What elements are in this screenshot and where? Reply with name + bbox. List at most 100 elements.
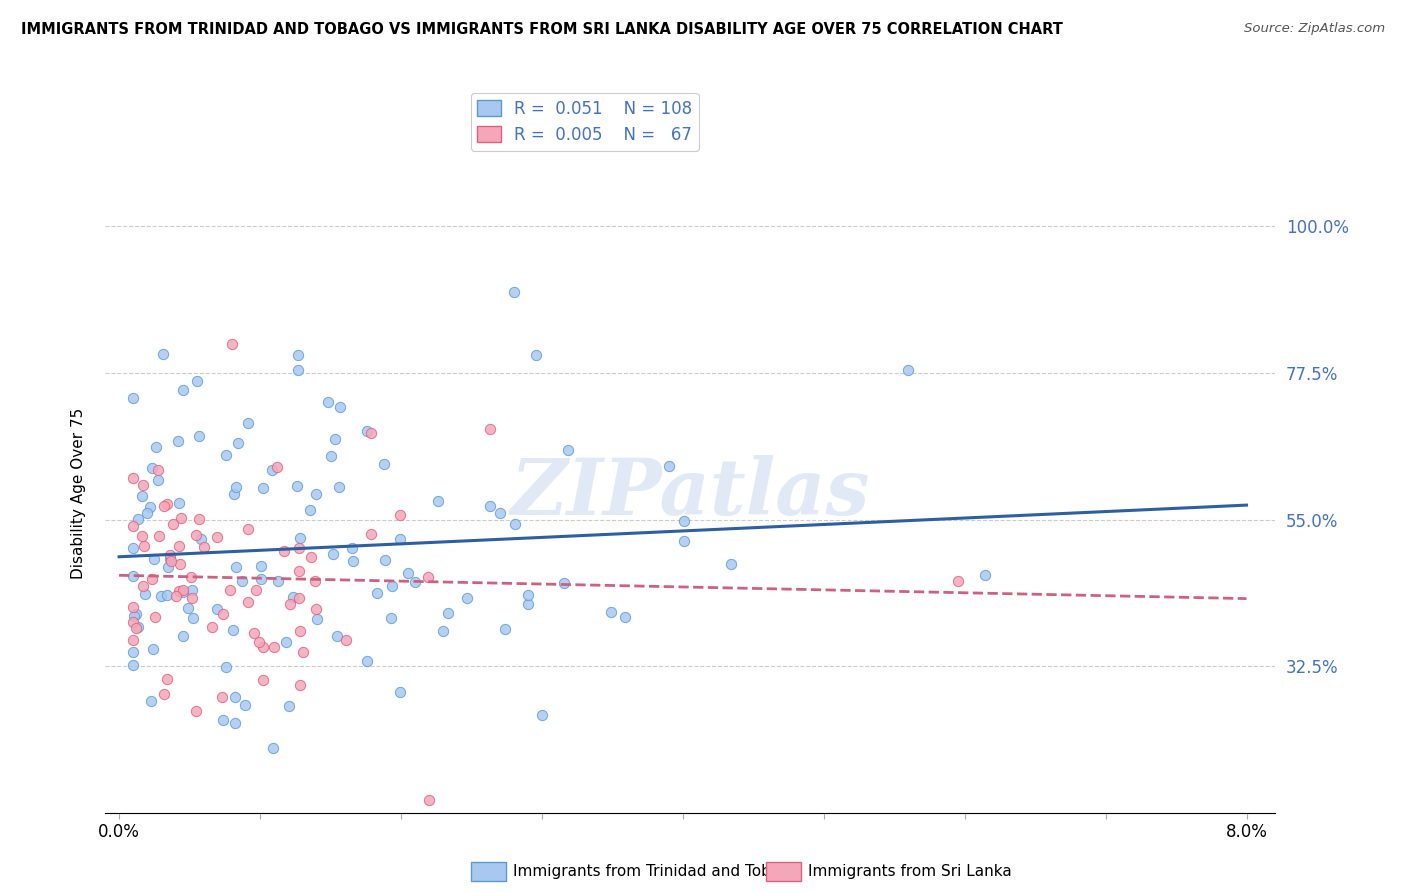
Point — [159, 548, 181, 562]
Point — [180, 591, 202, 606]
Point — [134, 587, 156, 601]
Point — [599, 605, 621, 619]
Point — [291, 645, 314, 659]
Point — [177, 601, 200, 615]
Point — [252, 481, 274, 495]
Point — [249, 635, 271, 649]
Point — [672, 514, 695, 528]
Point — [305, 602, 328, 616]
Point — [201, 620, 224, 634]
Point — [299, 550, 322, 565]
Point — [388, 684, 411, 698]
Text: IMMIGRANTS FROM TRINIDAD AND TOBAGO VS IMMIGRANTS FROM SRI LANKA DISABILITY AGE : IMMIGRANTS FROM TRINIDAD AND TOBAGO VS I… — [21, 22, 1063, 37]
Point — [143, 552, 166, 566]
Point — [502, 285, 524, 299]
Point — [131, 529, 153, 543]
Point — [127, 620, 149, 634]
Point — [184, 704, 207, 718]
Point — [614, 610, 637, 624]
Point — [184, 528, 207, 542]
Point — [236, 416, 259, 430]
Point — [503, 517, 526, 532]
Point — [148, 463, 170, 477]
Point — [517, 597, 540, 611]
Point — [122, 645, 145, 659]
Point — [287, 362, 309, 376]
Point — [553, 575, 575, 590]
Point — [304, 574, 326, 589]
Point — [416, 569, 439, 583]
Point — [356, 654, 378, 668]
Point — [299, 503, 322, 517]
Point — [181, 611, 204, 625]
Point — [238, 522, 260, 536]
Text: ZIPatlas: ZIPatlas — [510, 455, 869, 532]
Point — [720, 558, 742, 572]
Point — [973, 568, 995, 582]
Point — [530, 708, 553, 723]
Point — [125, 620, 148, 634]
Point — [218, 583, 240, 598]
Point — [396, 566, 419, 581]
Text: Source: ZipAtlas.com: Source: ZipAtlas.com — [1244, 22, 1385, 36]
Point — [125, 607, 148, 621]
Point — [205, 530, 228, 544]
Point — [122, 600, 145, 615]
Point — [225, 480, 247, 494]
Point — [215, 448, 238, 462]
Point — [180, 570, 202, 584]
Point — [181, 582, 204, 597]
Point — [252, 640, 274, 655]
Point — [418, 793, 440, 807]
Point — [288, 541, 311, 555]
Point — [122, 615, 145, 629]
Point — [305, 612, 328, 626]
Point — [288, 532, 311, 546]
Point — [946, 574, 969, 589]
Point — [122, 471, 145, 485]
Point — [162, 516, 184, 531]
Point — [156, 672, 179, 686]
Point — [141, 460, 163, 475]
Point — [155, 588, 177, 602]
Point — [132, 539, 155, 553]
Point — [266, 459, 288, 474]
Point — [152, 687, 174, 701]
Point — [132, 579, 155, 593]
Point — [262, 463, 284, 477]
Point — [135, 506, 157, 520]
Point — [273, 544, 295, 558]
Point — [389, 532, 412, 546]
Point — [342, 554, 364, 568]
Point — [131, 489, 153, 503]
Point — [221, 336, 243, 351]
Point — [658, 459, 681, 474]
Point — [356, 424, 378, 438]
Point — [288, 564, 311, 578]
Point — [325, 629, 347, 643]
Point — [139, 694, 162, 708]
Point — [389, 508, 412, 522]
Point — [235, 698, 257, 712]
Point — [172, 585, 194, 599]
Point — [278, 698, 301, 713]
Point — [557, 443, 579, 458]
Point — [157, 560, 180, 574]
Point — [404, 575, 426, 590]
Point — [524, 348, 547, 362]
Text: Immigrants from Sri Lanka: Immigrants from Sri Lanka — [808, 864, 1012, 879]
Point — [278, 597, 301, 611]
Point — [143, 609, 166, 624]
Point — [167, 584, 190, 599]
Point — [224, 690, 246, 705]
Point — [478, 500, 501, 514]
Point — [285, 479, 308, 493]
Point — [122, 392, 145, 406]
Point — [212, 607, 235, 621]
Point — [172, 583, 194, 598]
Point — [224, 716, 246, 731]
Point — [381, 579, 404, 593]
Point — [165, 589, 187, 603]
Point — [242, 625, 264, 640]
Point — [205, 602, 228, 616]
